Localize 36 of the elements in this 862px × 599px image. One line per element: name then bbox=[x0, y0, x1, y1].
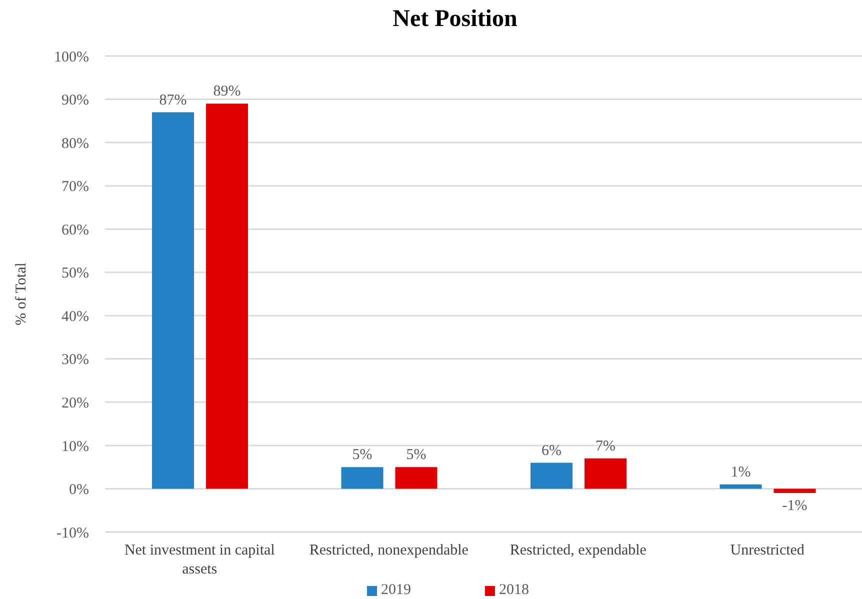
x-tick-label: Restricted, expendable bbox=[510, 542, 647, 559]
y-tick-label: 60% bbox=[62, 222, 89, 238]
y-tick-label: 100% bbox=[54, 49, 89, 66]
y-tick-label: 80% bbox=[62, 136, 89, 152]
bar bbox=[152, 112, 194, 489]
x-tick-label: Net investment in capital assets bbox=[124, 542, 275, 578]
data-label: 89% bbox=[213, 84, 241, 100]
bar bbox=[530, 462, 572, 489]
y-tick-label: 20% bbox=[62, 396, 89, 412]
data-label: -1% bbox=[782, 498, 808, 514]
chart-title: Net Position bbox=[392, 6, 518, 33]
data-label: 5% bbox=[352, 447, 372, 464]
y-axis-title: % of Total bbox=[13, 262, 30, 326]
y-tick-label: 30% bbox=[62, 352, 89, 368]
y-tick-label: 10% bbox=[62, 438, 89, 455]
legend-label: 2018 bbox=[499, 582, 529, 598]
data-label: 1% bbox=[730, 464, 751, 480]
bar bbox=[206, 104, 248, 489]
data-label: 87% bbox=[159, 92, 187, 108]
data-label: 6% bbox=[542, 442, 562, 459]
y-tick-label: 40% bbox=[62, 308, 89, 325]
data-label: 5% bbox=[406, 447, 426, 464]
bar bbox=[774, 488, 816, 494]
bar bbox=[584, 458, 626, 489]
bar bbox=[395, 467, 438, 489]
y-tick-label: 50% bbox=[62, 266, 89, 282]
y-tick-label: 0% bbox=[69, 482, 89, 498]
bar bbox=[720, 484, 762, 489]
y-tick-label: 70% bbox=[62, 179, 89, 196]
data-label: 7% bbox=[596, 438, 616, 454]
y-tick-label: -10% bbox=[56, 525, 89, 542]
bar bbox=[341, 467, 384, 489]
legend-label: 2019 bbox=[381, 582, 411, 598]
y-tick-label: 90% bbox=[62, 92, 89, 109]
x-tick-label: Unrestricted bbox=[730, 542, 805, 559]
x-tick-label: Restricted, nonexpendable bbox=[309, 542, 469, 559]
